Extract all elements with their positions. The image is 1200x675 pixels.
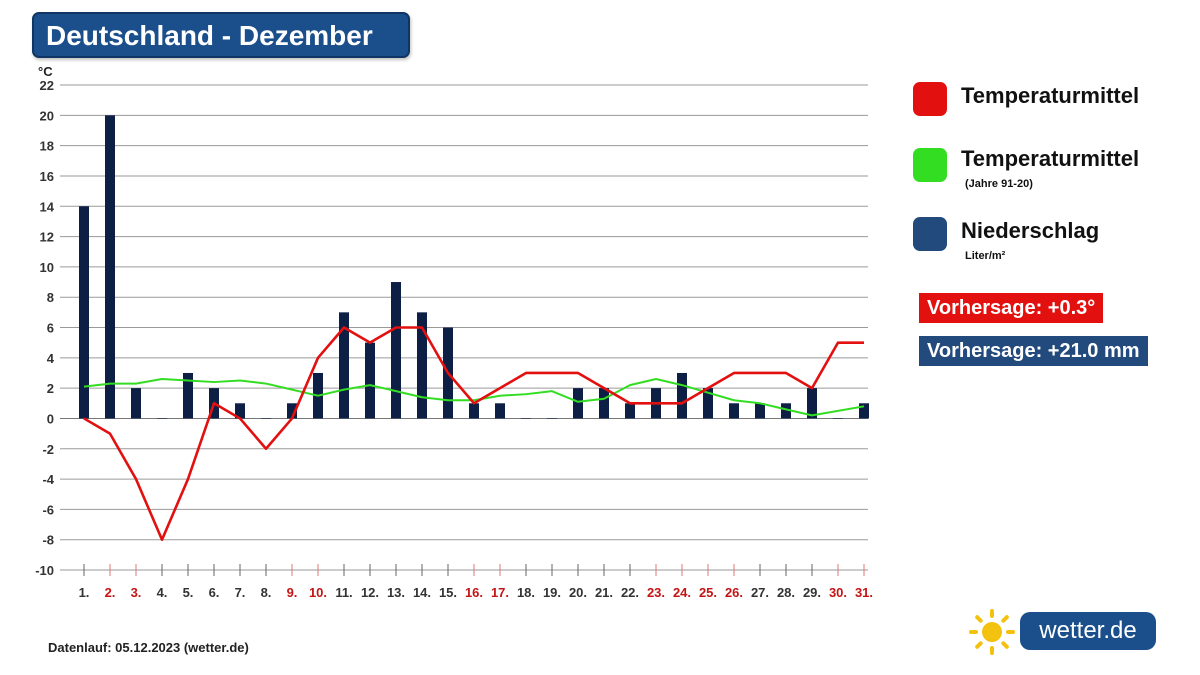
x-tick-label: 17. — [491, 585, 509, 600]
precipitation-bar — [573, 388, 583, 419]
x-tick-label: 30. — [829, 585, 847, 600]
y-tick-label: 20 — [40, 108, 54, 123]
precipitation-bar — [287, 403, 297, 419]
x-tick-label: 25. — [699, 585, 717, 600]
x-tick-label: 6. — [209, 585, 220, 600]
precipitation-bar — [781, 403, 791, 419]
forecast-precipitation-badge: Vorhersage: +21.0 mm — [919, 336, 1148, 366]
x-tick-label: 13. — [387, 585, 405, 600]
y-tick-label: -4 — [42, 472, 54, 487]
precipitation-bar — [755, 403, 765, 419]
precipitation-bar — [625, 403, 635, 419]
page-title: Deutschland - Dezember — [32, 12, 410, 58]
temperature-lines — [83, 326, 865, 541]
x-tick-label: 4. — [157, 585, 168, 600]
x-tick-label: 14. — [413, 585, 431, 600]
x-tick-label: 24. — [673, 585, 691, 600]
climate-chart: -10 -8 -6 -4 -2 0 2 4 6 8 10 12 14 16 18 20 22 1. 2. 3. 4. 5… — [35, 64, 873, 600]
y-tick-label: -8 — [42, 533, 54, 548]
precipitation-bar — [547, 418, 557, 419]
precipitation-bar — [131, 388, 141, 419]
precipitation-bar — [235, 403, 245, 419]
x-tick-label: 16. — [465, 585, 483, 600]
x-tick-label: 29. — [803, 585, 821, 600]
precipitation-bar — [79, 206, 89, 419]
legend-sublabel: (Jahre 91-20) — [965, 178, 1033, 190]
precipitation-bar — [261, 418, 271, 419]
precipitation-bar — [391, 282, 401, 419]
precipitation-bar — [703, 388, 713, 419]
x-tick-label: 11. — [335, 585, 352, 600]
precipitation-bar — [859, 403, 869, 419]
x-tick-label: 22. — [621, 585, 639, 600]
y-tick-label: -10 — [35, 563, 54, 578]
legend-sublabel: Liter/m² — [965, 250, 1006, 262]
y-tick-label: 18 — [40, 139, 54, 154]
x-tick-label: 18. — [517, 585, 535, 600]
forecast-temperature-badge: Vorhersage: +0.3° — [919, 293, 1104, 323]
x-tick-label: 26. — [725, 585, 743, 600]
legend-swatch-green — [913, 148, 947, 182]
precipitation-bar — [417, 312, 427, 419]
x-tick-label: 9. — [287, 585, 298, 600]
x-tick-label: 1. — [79, 585, 90, 600]
precipitation-bar — [105, 115, 115, 419]
temperature-normal-line — [83, 378, 865, 417]
y-tick-label: 6 — [47, 321, 54, 336]
precipitation-bar — [157, 418, 167, 419]
y-tick-label: 8 — [47, 290, 54, 305]
y-tick-label: -6 — [42, 502, 54, 517]
x-tick-label: 10. — [309, 585, 327, 600]
legend-label: Niederschlag — [961, 218, 1100, 243]
y-tick-label: 14 — [40, 199, 55, 214]
x-tick-label: 28. — [777, 585, 795, 600]
y-axis-unit: °C — [38, 64, 53, 79]
x-tick-label: 27. — [751, 585, 769, 600]
y-tick-label: 22 — [40, 78, 54, 93]
precipitation-bar — [677, 372, 687, 419]
precipitation-bar — [339, 312, 349, 419]
precipitation-bar — [599, 388, 609, 419]
wetter-logo[interactable]: wetter.de — [966, 604, 1161, 656]
precipitation-bar — [183, 372, 193, 419]
y-tick-label: 16 — [40, 169, 54, 184]
chart-gridlines — [60, 84, 868, 571]
precipitation-bar — [729, 403, 739, 419]
precipitation-bar — [807, 388, 817, 419]
y-tick-label: 10 — [40, 260, 54, 275]
y-tick-label: 2 — [47, 381, 54, 396]
x-tick-label: 20. — [569, 585, 587, 600]
x-tick-label: 15. — [439, 585, 457, 600]
y-tick-label: 4 — [47, 351, 55, 366]
x-tick-label: 23. — [647, 585, 665, 600]
legend-swatch-blue — [913, 217, 947, 251]
legend-swatch-red — [913, 82, 947, 116]
x-tick-label: 12. — [361, 585, 379, 600]
data-run-footer: Datenlauf: 05.12.2023 (wetter.de) — [48, 640, 249, 655]
x-tick-label: 8. — [261, 585, 272, 600]
x-tick-label: 3. — [131, 585, 142, 600]
precipitation-bar — [495, 403, 505, 419]
precipitation-bar — [469, 403, 479, 419]
legend-label: Temperaturmittel — [961, 83, 1140, 108]
x-axis-ticks: 1. 2. 3. 4. 5. 6. 7. 8. 9. 10. 11. 12. 13. 14. 15. 16. 1… — [79, 564, 873, 600]
x-tick-label: 21. — [595, 585, 613, 600]
y-tick-label: 0 — [47, 411, 54, 426]
precipitation-bar — [521, 418, 531, 419]
precipitation-bar — [365, 342, 375, 419]
sun-icon — [969, 609, 1015, 655]
legend-label: Temperaturmittel — [961, 146, 1140, 171]
y-tick-label: -2 — [42, 442, 54, 457]
y-axis-ticks: -10 -8 -6 -4 -2 0 2 4 6 8 10 12 14 16 18 20 22 — [35, 78, 55, 578]
precipitation-bar — [833, 418, 843, 419]
x-tick-label: 31. — [855, 585, 873, 600]
x-tick-label: 19. — [543, 585, 561, 600]
y-tick-label: 12 — [40, 230, 54, 245]
x-tick-label: 5. — [183, 585, 194, 600]
x-tick-label: 2. — [105, 585, 116, 600]
x-tick-label: 7. — [235, 585, 246, 600]
logo-text: wetter.de — [1020, 612, 1156, 650]
temperature-line — [83, 326, 864, 541]
